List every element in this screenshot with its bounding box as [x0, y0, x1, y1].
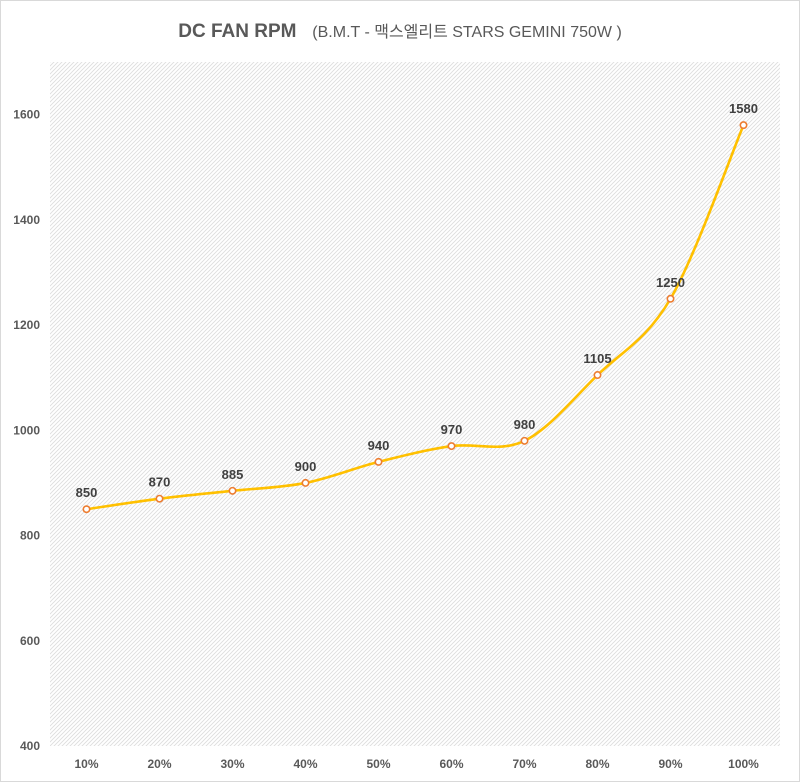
x-tick-label: 20% — [147, 757, 171, 771]
y-tick-label: 1000 — [13, 423, 40, 437]
chart-title: DC FAN RPM (B.M.T - 맥스엘리트 STARS GEMINI 7… — [0, 18, 800, 43]
y-tick-label: 400 — [20, 739, 40, 753]
data-point — [520, 436, 529, 445]
data-point — [155, 494, 164, 503]
x-tick-label: 60% — [439, 757, 463, 771]
data-label: 900 — [295, 459, 317, 474]
x-tick-label: 50% — [366, 757, 390, 771]
series-line — [85, 123, 745, 511]
data-point — [666, 294, 675, 303]
data-label: 970 — [441, 422, 463, 437]
plot-area — [50, 62, 780, 746]
chart-title-main: DC FAN RPM — [178, 21, 297, 42]
x-tick-label: 10% — [74, 757, 98, 771]
y-tick-label: 1200 — [13, 318, 40, 332]
data-label: 885 — [222, 467, 244, 482]
data-point — [593, 371, 602, 380]
x-tick-label: 70% — [512, 757, 536, 771]
data-point — [447, 442, 456, 451]
data-label: 870 — [149, 475, 171, 490]
y-axis: 400 600 800 1000 1200 1400 1600 — [13, 108, 40, 753]
data-markers — [82, 121, 748, 514]
y-tick-label: 1400 — [13, 213, 40, 227]
x-tick-label: 30% — [220, 757, 244, 771]
chart-subtitle: (B.M.T - 맥스엘리트 STARS GEMINI 750W ) — [312, 24, 622, 41]
data-label: 940 — [368, 438, 390, 453]
x-tick-label: 90% — [658, 757, 682, 771]
x-axis: 10% 20% 30% 40% 50% 60% 70% 80% 90% 100% — [74, 757, 759, 771]
x-tick-label: 80% — [585, 757, 609, 771]
data-point — [374, 457, 383, 466]
y-tick-label: 600 — [20, 634, 40, 648]
data-label: 1250 — [656, 275, 685, 290]
data-label: 980 — [514, 417, 536, 432]
data-labels: 850 870 885 900 940 970 980 1105 1250 1580 — [76, 101, 758, 500]
data-label: 1105 — [583, 351, 611, 366]
data-point — [228, 486, 237, 495]
y-tick-label: 800 — [20, 529, 40, 543]
data-label: 850 — [76, 485, 98, 500]
data-point — [82, 505, 91, 514]
y-tick-label: 1600 — [13, 108, 40, 122]
x-tick-label: 100% — [728, 757, 759, 771]
data-point — [301, 478, 310, 487]
data-label: 1580 — [729, 101, 758, 116]
data-point — [739, 121, 748, 130]
x-tick-label: 40% — [293, 757, 317, 771]
